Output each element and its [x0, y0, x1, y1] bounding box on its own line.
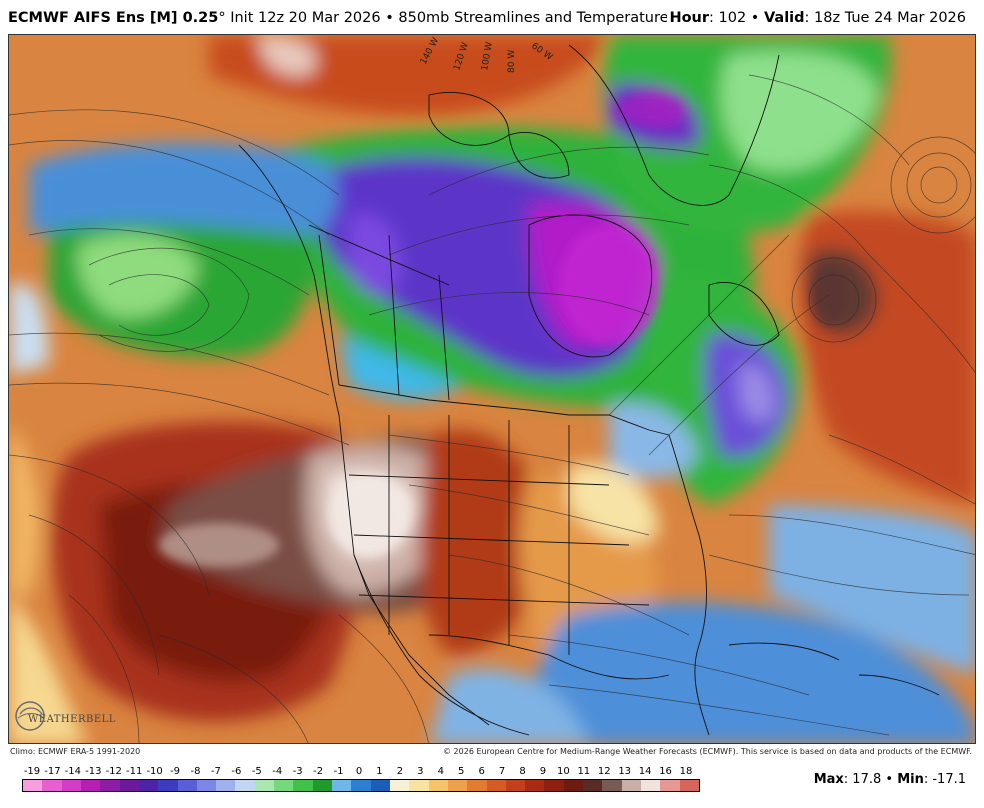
- climo-note: Climo: ECMWF ERA-5 1991-2020: [10, 747, 141, 756]
- legend-swatch: [177, 780, 197, 791]
- legend-label: -10: [146, 766, 163, 777]
- valid-time: Hour: 102 • Valid: 18z Tue 24 Mar 2026: [667, 10, 966, 26]
- copyright-note: © 2026 European Centre for Medium-Range …: [443, 747, 972, 756]
- lon-label-100w: 100 W: [480, 41, 495, 71]
- legend-swatch: [23, 780, 43, 791]
- valid-label: Valid: [763, 10, 805, 26]
- legend-label: 6: [478, 766, 485, 777]
- lon-label-80w: 80 W: [507, 50, 517, 73]
- legend-label: -2: [313, 766, 324, 777]
- max-min-stats: Max: 17.8 • Min: -17.1: [814, 772, 966, 787]
- legend-label: -17: [44, 766, 61, 777]
- valid-value: : 18z Tue 24 Mar 2026: [804, 10, 966, 26]
- max-value: : 17.8 •: [843, 772, 898, 787]
- anomaly-highlights: [159, 95, 847, 567]
- legend-label: 10: [557, 766, 570, 777]
- legend-swatch: [486, 780, 506, 791]
- model-name: ECMWF AIFS Ens [M] 0.25: [8, 10, 219, 26]
- legend-swatch: [254, 780, 275, 791]
- legend-label: 2: [396, 766, 404, 777]
- legend-label: -4: [272, 766, 283, 777]
- legend-label: 8: [519, 766, 526, 777]
- legend-swatch: [158, 780, 178, 791]
- legend-swatch: [641, 780, 661, 791]
- legend-swatch: [679, 780, 699, 791]
- legend-swatch: [583, 780, 603, 791]
- legend-swatch: [505, 780, 526, 791]
- legend-swatch: [544, 780, 564, 791]
- legend-swatch: [525, 780, 545, 791]
- min-value: : -17.1: [923, 772, 966, 787]
- legend-swatch: [660, 780, 680, 791]
- legend-label: -19: [23, 766, 41, 777]
- legend-swatch: [428, 780, 448, 791]
- legend-label: -14: [64, 766, 82, 777]
- legend-swatch: [61, 780, 81, 791]
- legend-swatches: [22, 779, 700, 792]
- max-label: Max: [813, 772, 844, 787]
- init-text: Init 12z 20 Mar 2026 • 850mb Streamlines…: [225, 10, 771, 26]
- legend-swatch: [100, 780, 120, 791]
- legend-swatch: [274, 780, 294, 791]
- temperature-anomaly-legend: -19 -17 -14 -13 -12 -11 -10 -9 -8 -7 -6 -5 -4 -3 -2 -1 0…: [22, 766, 700, 792]
- legend-swatch: [138, 780, 159, 791]
- legend-label: -13: [85, 766, 102, 777]
- legend-swatch: [563, 780, 584, 791]
- legend-label: -6: [231, 766, 242, 777]
- weatherbell-logo-icon: [15, 701, 45, 731]
- legend-label: -1: [333, 766, 344, 777]
- hour-value: : 102 •: [709, 10, 764, 26]
- legend-label: 11: [577, 766, 591, 777]
- legend-swatch: [621, 780, 641, 791]
- legend-swatch: [42, 780, 62, 791]
- legend-swatch: [332, 780, 352, 791]
- legend-label: -8: [190, 766, 201, 777]
- legend-label: 4: [437, 766, 444, 777]
- legend-label: -3: [292, 766, 303, 777]
- legend-label: -7: [210, 766, 221, 777]
- legend-label: 16: [659, 766, 672, 777]
- map-panel: 140 W 120 W 100 W 80 W 60 W: [8, 34, 976, 744]
- legend-label: 18: [679, 766, 693, 777]
- legend-swatch: [216, 780, 236, 791]
- legend-swatch: [293, 780, 313, 791]
- legend-swatch: [312, 780, 332, 791]
- boundaries: [238, 44, 940, 736]
- legend-swatch: [447, 780, 468, 791]
- legend-swatch: [196, 780, 217, 791]
- model-title: ECMWF AIFS Ens [M] 0.25° Init 12z 20 Mar…: [8, 10, 770, 26]
- legend-swatch: [409, 780, 429, 791]
- legend-label: 3: [417, 766, 424, 777]
- legend-label: -5: [251, 766, 262, 777]
- legend-label: 1: [376, 766, 383, 777]
- min-label: Min: [897, 772, 924, 787]
- legend-swatch: [80, 780, 101, 791]
- legend-label: 7: [498, 766, 506, 777]
- legend-swatch: [370, 780, 390, 791]
- legend-labels: -19 -17 -14 -13 -12 -11 -10 -9 -8 -7 -6 -5 -4 -3 -2 -1 0…: [22, 766, 700, 778]
- legend-label: 9: [539, 766, 547, 777]
- legend-label: -9: [170, 766, 181, 777]
- hour-label: Hour: [669, 10, 710, 26]
- legend-label: -11: [126, 766, 143, 777]
- logo-wordmark: WEATHERBELL: [28, 714, 116, 725]
- map-header: ECMWF AIFS Ens [M] 0.25° Init 12z 20 Mar…: [0, 0, 984, 34]
- legend-swatch: [602, 780, 622, 791]
- legend-label: 0: [355, 766, 363, 777]
- degree-symbol: °: [218, 10, 226, 26]
- legend-label: -12: [105, 766, 122, 777]
- streamlines: [9, 74, 975, 743]
- legend-label: 14: [638, 766, 652, 777]
- legend-swatch: [351, 780, 371, 791]
- legend-swatch: [119, 780, 139, 791]
- legend-swatch: [467, 780, 487, 791]
- anomaly-map: 140 W 120 W 100 W 80 W 60 W: [9, 35, 975, 743]
- legend-label: 5: [458, 766, 465, 777]
- legend-swatch: [235, 780, 255, 791]
- legend-label: 13: [618, 766, 632, 777]
- legend-swatch: [389, 780, 410, 791]
- legend-label: 12: [597, 766, 611, 777]
